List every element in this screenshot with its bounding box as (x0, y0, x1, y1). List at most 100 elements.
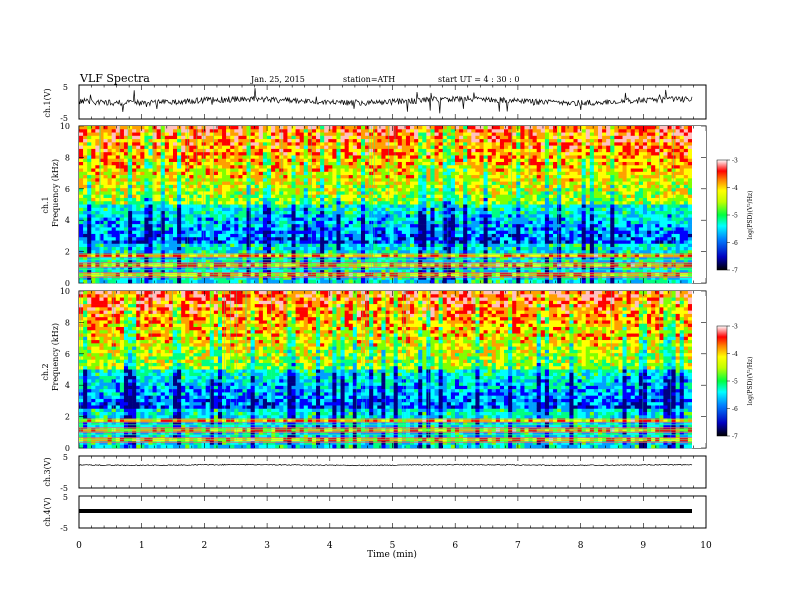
spectrogram-cell (87, 253, 92, 258)
spectrogram-cell (152, 178, 157, 182)
spectrogram-cell (405, 135, 411, 140)
spectrogram-cell (389, 184, 394, 189)
spectrogram-cell (344, 201, 350, 205)
spectrogram-cell (344, 145, 350, 150)
spectrogram-cell (446, 139, 452, 143)
spectrogram-cell (148, 240, 153, 245)
spectrogram-cell (434, 250, 439, 254)
spectrogram-cell (418, 279, 423, 284)
spectrogram-cell (287, 256, 292, 261)
spectrogram-cell (336, 230, 341, 235)
spectrogram-cell (234, 207, 239, 212)
spectrogram-cell (483, 165, 488, 169)
spectrogram-cell (189, 266, 194, 271)
spectrogram-cell (356, 188, 362, 192)
spectrogram-cell (459, 266, 464, 271)
spectrogram-cell (467, 142, 472, 146)
spectrogram-cell (238, 253, 243, 258)
spectrogram-cell (491, 253, 497, 258)
spectrogram-cell (177, 240, 182, 245)
spectrogram-cell (422, 148, 427, 153)
spectrogram-cell (250, 256, 256, 261)
spectrogram-cell (107, 155, 112, 160)
spectrogram-cell (128, 148, 133, 153)
spectrogram-cell (454, 263, 460, 267)
spectrogram-cell (217, 224, 223, 228)
spectrogram-cell (234, 158, 239, 163)
spectrogram-cell (119, 227, 125, 231)
spectrogram-cell (418, 178, 423, 182)
spectrogram-cell (238, 145, 243, 150)
spectrogram-cell (377, 175, 382, 179)
spectrogram-cell (79, 142, 84, 146)
spectrogram-cell (475, 256, 480, 261)
spectrogram-cell (79, 197, 84, 202)
spectrogram-cell (164, 155, 170, 160)
spectrogram-cell (250, 191, 256, 195)
spectrogram-cell (164, 207, 170, 212)
spectrogram-cell (381, 188, 386, 192)
spectrogram-cell (405, 181, 411, 186)
spectrogram-cell (459, 194, 464, 199)
spectrogram-cell (483, 269, 488, 274)
spectrogram-cell (111, 139, 117, 143)
spectrogram-cell (172, 269, 178, 274)
spectrogram-cell (311, 230, 317, 235)
spectrogram-cell (405, 158, 411, 163)
spectrogram-cell (168, 263, 174, 267)
spectrogram-cell (389, 161, 394, 166)
spectrogram-cell (483, 132, 488, 137)
spectrogram-cell (144, 158, 149, 163)
spectrogram-cell (352, 220, 358, 225)
spectrogram-cell (266, 161, 272, 166)
spectrogram-cell (250, 161, 256, 166)
spectrogram-cell (381, 233, 386, 238)
spectrogram-cell (123, 247, 129, 251)
spectrogram-cell (389, 145, 394, 150)
spectrogram-cell (254, 194, 260, 199)
spectrogram-cell (258, 237, 264, 241)
spectrogram-cell (181, 217, 186, 222)
spectrogram-cell (144, 233, 149, 238)
spectrogram-cell (397, 181, 403, 186)
spectrogram-cell (324, 126, 329, 130)
spectrogram-cell (246, 201, 251, 205)
spectrogram-cell (316, 214, 321, 218)
spectrogram-cell (450, 269, 456, 274)
spectrogram-cell (377, 139, 382, 143)
spectrogram-cell (250, 266, 256, 271)
spectrogram-cell (189, 224, 194, 228)
spectrogram-cell (320, 148, 325, 153)
spectrogram-cell (266, 250, 272, 254)
spectrogram-cell (348, 269, 354, 274)
spectrogram-cell (430, 194, 435, 199)
spectrogram-cell (246, 142, 251, 146)
spectrogram-cell (262, 158, 268, 163)
spectrogram-cell (303, 204, 309, 209)
spectrogram-cell (475, 175, 480, 179)
spectrogram-cell (483, 243, 488, 248)
spectrogram-cell (422, 201, 427, 205)
spectrogram-cell (103, 260, 108, 264)
spectrogram-cell (271, 184, 276, 189)
spectrogram-cell (450, 247, 456, 251)
spectrogram-cell (144, 175, 149, 179)
spectrogram-cell (287, 181, 292, 186)
spectrogram-cell (254, 129, 260, 133)
spectrogram-cell (140, 194, 145, 199)
spectrogram-cell (91, 230, 96, 235)
spectrogram-cell (463, 237, 468, 241)
spectrogram-cell (193, 165, 198, 169)
spectrogram-cell (181, 224, 186, 228)
spectrogram-cell (328, 197, 333, 202)
spectrogram-cell (262, 220, 268, 225)
spectrogram-cell (450, 224, 456, 228)
spectrogram-cell (222, 256, 227, 261)
spectrogram-cell (283, 250, 288, 254)
spectrogram-cell (414, 135, 419, 140)
spectrogram-cell (446, 269, 452, 274)
spectrogram-cell (87, 132, 92, 137)
spectrogram-cell (328, 250, 333, 254)
spectrogram-cell (495, 204, 501, 209)
spectrogram-cell (242, 230, 247, 235)
